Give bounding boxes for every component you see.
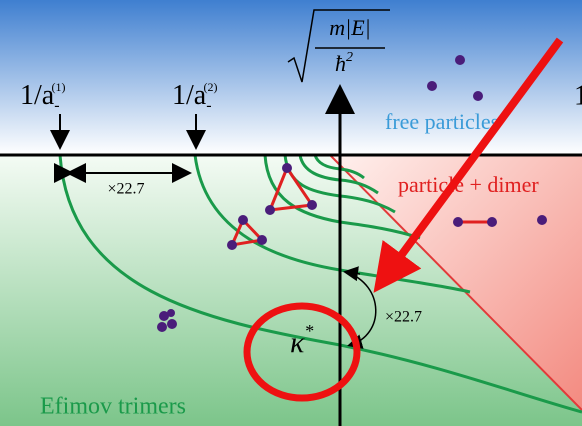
efimov-diagram: m|E| ħ2 1/a-(1) 1/a-(2) 1 free particles… [0,0,582,426]
threshold-sup: (2) [204,80,218,94]
threshold-sub: - [206,97,211,114]
free-label: free particles [385,109,499,134]
threshold-sup: (1) [52,80,66,94]
ratio-label: ×22.7 [385,309,422,326]
kappa-base: κ [290,326,305,359]
dimer-label: particle + dimer [398,172,539,197]
threshold-label: 1 [574,80,582,111]
trimer-label: Efimov trimers [40,394,186,420]
threshold-base: 1/a [172,80,207,111]
threshold-label: 1/a- (1) [20,80,66,114]
axis-denominator-base: ħ [335,51,346,76]
axis-denominator-power: 2 [346,50,353,65]
axis-numerator: m|E| [329,15,370,40]
threshold-base: 1/a [20,80,55,111]
ratio-label: ×22.7 [107,181,144,198]
threshold-label: 1/a- (2) [172,80,218,114]
threshold-sub: - [54,97,59,114]
kappa-sup: * [304,321,313,341]
